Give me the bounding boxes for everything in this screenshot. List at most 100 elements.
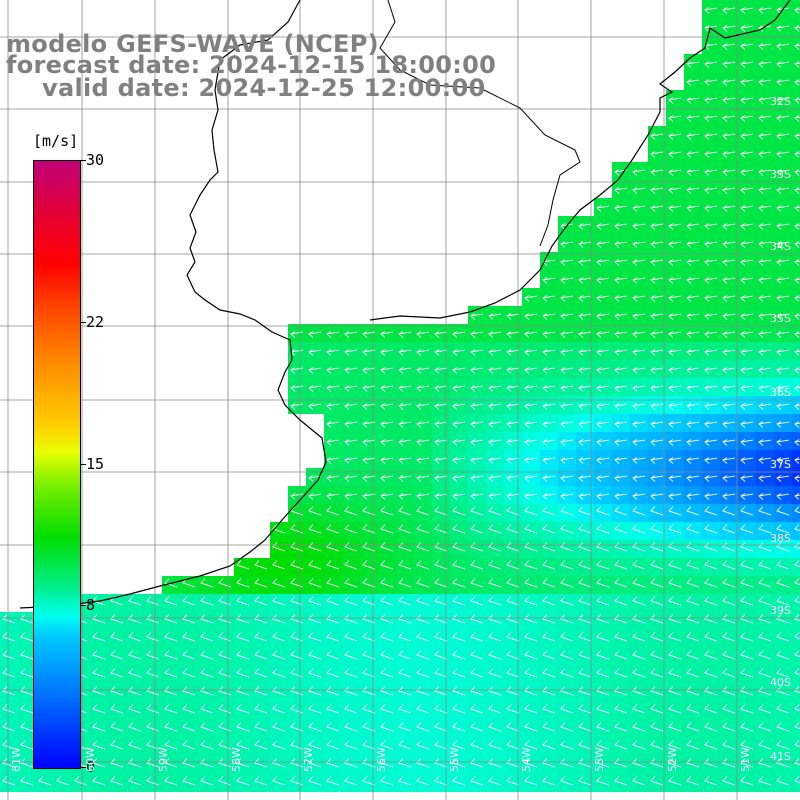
wind-arrow xyxy=(416,331,430,338)
wind-arrow xyxy=(290,331,304,338)
wind-arrow xyxy=(398,524,412,534)
wind-arrow xyxy=(218,632,232,642)
wind-arrow xyxy=(542,457,556,464)
wind-arrow xyxy=(290,524,304,534)
wind-arrow xyxy=(686,277,700,284)
wind-arrow xyxy=(380,524,394,534)
latitude-label: 38S xyxy=(770,532,791,545)
wind-arrow xyxy=(614,295,628,302)
wind-arrow xyxy=(704,349,718,356)
wind-arrow xyxy=(722,115,736,122)
wind-arrow xyxy=(722,722,736,732)
wind-arrow xyxy=(272,704,286,714)
wind-arrow xyxy=(794,349,800,356)
wind-arrow xyxy=(794,506,800,514)
wind-arrow xyxy=(290,542,304,552)
wind-arrow xyxy=(344,650,358,660)
wind-arrow xyxy=(560,722,574,732)
wind-arrow xyxy=(542,704,556,714)
wind-arrow xyxy=(668,97,682,104)
wind-arrow xyxy=(488,493,502,500)
wind-arrow xyxy=(668,223,682,230)
wind-arrow xyxy=(398,560,412,570)
wind-arrow xyxy=(380,740,394,750)
wind-arrow xyxy=(182,668,196,678)
latitude-label: 40S xyxy=(770,676,791,689)
wind-arrow xyxy=(740,722,754,732)
wind-arrow xyxy=(326,722,340,732)
wind-arrow xyxy=(416,758,430,768)
wind-arrow xyxy=(290,632,304,642)
wind-arrow xyxy=(686,439,700,446)
wind-arrow xyxy=(758,493,772,500)
wind-arrow xyxy=(560,331,574,338)
wind-arrow xyxy=(740,596,754,606)
wind-arrow xyxy=(2,650,16,660)
wind-arrow xyxy=(506,650,520,660)
wind-arrow xyxy=(740,295,754,302)
wind-arrow xyxy=(794,223,800,230)
wind-arrow xyxy=(596,614,610,624)
wind-arrow xyxy=(794,740,800,748)
wind-arrow xyxy=(200,668,214,678)
wind-arrow xyxy=(452,421,466,428)
wind-cell xyxy=(792,522,800,540)
wind-arrow xyxy=(704,542,718,552)
wind-arrow xyxy=(236,650,250,660)
wind-arrow xyxy=(578,259,592,266)
wind-arrow xyxy=(416,560,430,570)
wind-arrow xyxy=(776,524,790,534)
wind-arrow xyxy=(542,758,556,768)
wind-arrow xyxy=(254,614,268,624)
colorbar xyxy=(33,160,81,769)
wind-arrow xyxy=(2,632,16,642)
wind-arrow xyxy=(128,704,142,714)
wind-arrow xyxy=(776,187,790,194)
wind-arrow xyxy=(632,349,646,356)
colorbar-tickmark xyxy=(80,463,86,465)
wind-arrow xyxy=(632,542,646,552)
wind-arrow xyxy=(434,367,448,374)
wind-arrow xyxy=(578,506,592,516)
wind-arrow xyxy=(92,758,106,768)
wind-arrow xyxy=(290,403,304,410)
wind-arrow xyxy=(344,560,358,570)
wind-arrow xyxy=(344,331,358,338)
wind-arrow xyxy=(686,704,700,714)
wind-arrow xyxy=(686,542,700,552)
wind-arrow xyxy=(146,614,160,624)
wind-arrow xyxy=(380,421,394,428)
wind-arrow xyxy=(272,614,286,624)
wind-arrow xyxy=(560,776,574,786)
wind-arrow xyxy=(20,686,34,696)
wind-arrow xyxy=(470,349,484,356)
wind-arrow xyxy=(506,367,520,374)
wind-arrow xyxy=(740,560,754,570)
wind-arrow xyxy=(128,740,142,750)
wind-arrow xyxy=(704,439,718,446)
wind-arrow xyxy=(416,650,430,660)
wind-arrow xyxy=(722,758,736,768)
wind-arrow xyxy=(470,650,484,660)
wind-arrow xyxy=(722,560,736,570)
wind-arrow xyxy=(308,614,322,624)
wind-arrow xyxy=(596,542,610,552)
wind-arrow xyxy=(380,596,394,606)
wind-arrow xyxy=(542,650,556,660)
wind-arrow xyxy=(794,115,800,122)
wind-arrow xyxy=(596,668,610,678)
wind-arrow xyxy=(506,596,520,606)
wind-arrow xyxy=(596,385,610,392)
wind-arrow xyxy=(704,524,718,534)
wind-arrow xyxy=(416,686,430,696)
wind-arrow xyxy=(290,385,304,392)
wind-arrow xyxy=(686,524,700,534)
wind-arrow xyxy=(794,331,800,338)
wind-arrow xyxy=(308,385,322,392)
wind-arrow xyxy=(452,349,466,356)
wind-arrow xyxy=(524,632,538,642)
wind-arrow xyxy=(416,776,430,786)
wind-arrow xyxy=(434,740,448,750)
wind-arrow xyxy=(254,578,268,588)
wind-arrow xyxy=(308,668,322,678)
